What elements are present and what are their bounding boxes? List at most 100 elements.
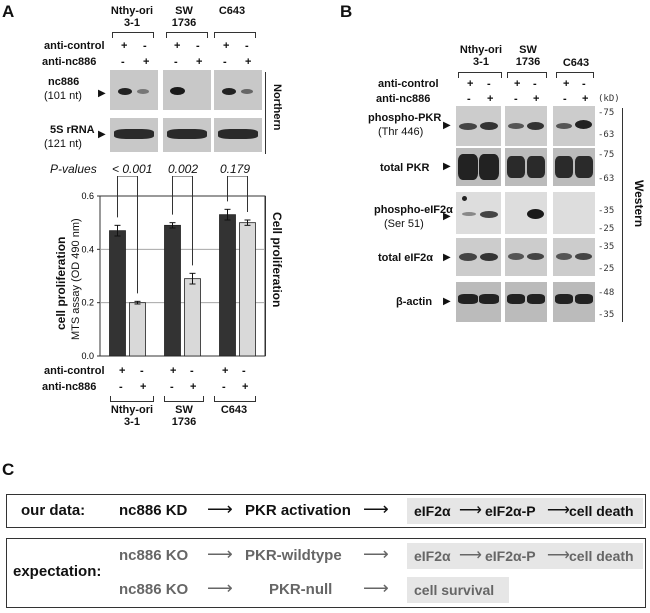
marker-value: 63 (603, 174, 615, 184)
significance-bracket (117, 176, 138, 294)
plus-sign: + (121, 40, 128, 52)
plus-sign: + (174, 40, 181, 52)
flow-node: nc886 KO (119, 581, 189, 598)
plus-sign: + (563, 78, 570, 90)
arrowhead-icon: ▶ (98, 88, 106, 99)
minus-sign: - (190, 365, 194, 377)
northern-blot-nc886 (110, 70, 158, 110)
plus-sign: + (514, 78, 521, 90)
proliferation-chart: 0.0 0.2 0.4 0.6 (81, 176, 266, 361)
western-label: Western (632, 180, 646, 228)
bar (164, 224, 181, 357)
marker-kd: -63 (598, 174, 615, 184)
arrow-icon: ⟶ (459, 547, 482, 564)
plus-sign: + (487, 93, 494, 105)
marker-value: 35 (603, 242, 615, 252)
marker-kd: -48 (598, 288, 615, 298)
arrow-icon: ⟶ (207, 544, 233, 564)
arrowhead-icon: ▶ (443, 120, 451, 131)
marker-kd: -63 (598, 130, 615, 140)
anti-control-label: anti-control (44, 40, 105, 52)
western-blot (456, 148, 501, 186)
minus-sign: - (467, 93, 471, 105)
arrow-icon: ⟶ (363, 499, 389, 519)
minus-sign: - (582, 78, 586, 90)
plus-sign: + (222, 365, 229, 377)
arrowhead-icon: ▶ (443, 161, 451, 172)
plus-sign: + (245, 56, 252, 68)
bracket (622, 108, 623, 322)
marker-kd: -75 (598, 108, 615, 118)
flow-node: nc886 KO (119, 547, 189, 564)
highlight (407, 577, 509, 603)
nc886-size: (101 nt) (44, 90, 82, 102)
minus-sign: - (170, 381, 174, 393)
minus-sign: - (223, 56, 227, 68)
western-blot (456, 192, 501, 234)
marker-value: 48 (603, 288, 615, 298)
plus-sign: + (582, 93, 589, 105)
cell-line-name: Nthy-ori (110, 5, 154, 17)
western-blot (553, 282, 595, 322)
cell-line-name: SW (519, 44, 537, 56)
cell-line-name: 1736 (171, 416, 197, 428)
minus-sign: - (563, 93, 567, 105)
flow-node: cell death (569, 548, 634, 564)
rrna-size: (121 nt) (44, 138, 82, 150)
northern-blot-rrna (163, 118, 211, 152)
marker-kd: -35 (598, 310, 615, 320)
arrow-icon: ⟶ (547, 547, 570, 564)
cell-line-name: 3-1 (124, 17, 140, 29)
bracket (214, 396, 256, 402)
nc886-label: nc886 (48, 76, 80, 88)
flow-node: eIF2α (414, 503, 451, 519)
anti-nc886-label: anti-nc886 (42, 381, 97, 393)
northern-blot-rrna (214, 118, 262, 152)
arrow-icon: ⟶ (207, 499, 233, 519)
cell-line-name: C643 (220, 404, 248, 416)
plus-sign: + (196, 56, 203, 68)
y-tick-label: 0.4 (81, 244, 94, 254)
marker-kd: -25 (598, 224, 615, 234)
rrna-label: 5S rRNA (50, 124, 95, 136)
cell-line-name: 3-1 (473, 56, 489, 68)
bar (129, 302, 146, 357)
expectation-label: expectation: (13, 563, 102, 580)
minus-sign: - (140, 365, 144, 377)
anti-control-label: anti-control (378, 78, 439, 90)
bracket (265, 72, 266, 154)
western-blot (456, 238, 501, 276)
minus-sign: - (143, 40, 147, 52)
western-blot (456, 106, 501, 146)
cell-line-name: Nthy-ori (459, 44, 503, 56)
highlight (407, 498, 643, 524)
flow-node: eIF2α-P (485, 503, 536, 519)
our-data-label: our data: (21, 502, 86, 519)
western-blot (553, 238, 595, 276)
minus-sign: - (533, 78, 537, 90)
minus-sign: - (245, 40, 249, 52)
expectation-box: expectation: nc886 KO ⟶ PKR-wildtype ⟶ e… (6, 538, 646, 608)
marker-kd: -25 (598, 264, 615, 274)
cell-line-header: C643 (562, 57, 590, 69)
marker-value: 25 (603, 224, 615, 234)
plus-sign: + (533, 93, 540, 105)
bracket (110, 396, 154, 402)
bar (219, 214, 236, 357)
pvalue: 0.002 (168, 162, 199, 176)
blot-sublabel: (Thr 446) (378, 126, 424, 138)
minus-sign: - (174, 56, 178, 68)
significance-bracket (172, 176, 193, 266)
bar (109, 230, 126, 357)
cell-line-footer: Nthy-ori 3-1 (100, 404, 164, 428)
flow-node: cell death (569, 503, 634, 519)
flow-node: nc886 KD (119, 502, 188, 519)
bracket (166, 32, 208, 38)
northern-blot-nc886 (214, 70, 262, 110)
arrow-icon: ⟶ (547, 502, 570, 519)
highlight (407, 543, 643, 569)
blot-sublabel: (Ser 51) (384, 218, 424, 230)
cell-line-header: Nthy-ori 3-1 (100, 5, 164, 29)
marker-value: 25 (603, 264, 615, 274)
marker-kd: -75 (598, 150, 615, 160)
